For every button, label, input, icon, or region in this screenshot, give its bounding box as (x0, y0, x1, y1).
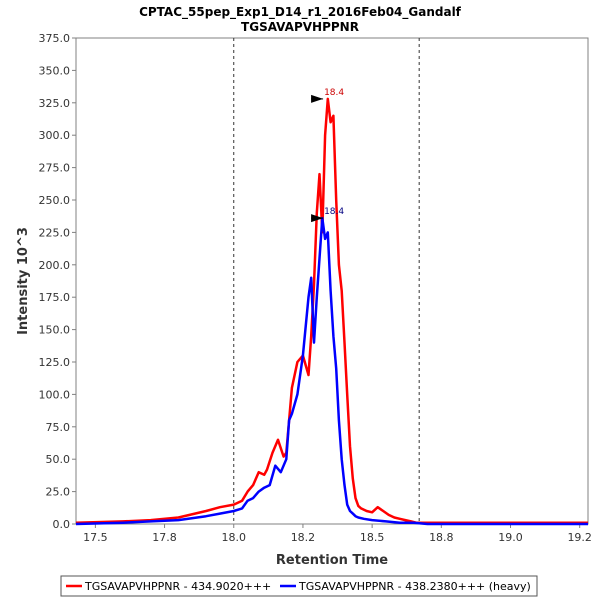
y-tick-label: 25.0 (46, 486, 71, 499)
series-group (75, 97, 588, 526)
y-axis: 0.0 25.0 50.0 75.0 100.0 125.0 150.0 175.0 200.0… (39, 32, 76, 531)
x-tick-label: 18.0 (222, 531, 247, 544)
y-tick-label: 175.0 (39, 291, 71, 304)
y-tick-label: 125.0 (39, 356, 71, 369)
peak-annotations: 18.4 18.4 (311, 88, 344, 223)
x-tick-label: 19.0 (498, 531, 523, 544)
plot-area (75, 37, 589, 525)
x-tick-label: 18.5 (360, 531, 385, 544)
y-tick-label: 50.0 (46, 453, 71, 466)
y-tick-label: 300.0 (39, 129, 71, 142)
x-tick-label: 18.8 (429, 531, 454, 544)
x-axis: 17.5 17.8 18.0 18.2 18.5 18.8 19.0 19.2 (83, 524, 592, 544)
integration-bounds (233, 38, 420, 524)
y-tick-label: 250.0 (39, 194, 71, 207)
peak-label: 18.4 (324, 207, 344, 217)
series-line-light (75, 97, 588, 524)
y-tick-label: 375.0 (39, 32, 71, 45)
chart-subtitle: TGSAVAPVHPPNR (241, 20, 359, 34)
x-tick-label: 18.2 (291, 531, 316, 544)
series-line-heavy (75, 216, 588, 526)
y-tick-label: 350.0 (39, 64, 71, 77)
y-tick-label: 200.0 (39, 259, 71, 272)
y-tick-label: 0.0 (53, 518, 71, 531)
y-tick-label: 150.0 (39, 324, 71, 337)
legend-box (60, 575, 538, 597)
x-tick-label: 17.5 (83, 531, 108, 544)
chart-title: CPTAC_55pep_Exp1_D14_r1_2016Feb04_Gandal… (139, 5, 462, 20)
legend-label-light: TGSAVAPVHPPNR - 434.9020+++ (84, 580, 271, 593)
y-tick-label: 75.0 (46, 421, 71, 434)
legend-label-heavy: TGSAVAPVHPPNR - 438.2380+++ (heavy) (298, 580, 531, 593)
x-tick-label: 17.8 (152, 531, 177, 544)
x-axis-label: Retention Time (276, 553, 388, 568)
y-tick-label: 225.0 (39, 226, 71, 239)
legend: TGSAVAPVHPPNR - 434.9020+++ TGSAVAPVHPPN… (60, 575, 538, 597)
x-tick-label: 19.2 (567, 531, 592, 544)
y-tick-label: 100.0 (39, 388, 71, 401)
y-tick-label: 325.0 (39, 97, 71, 110)
y-tick-label: 275.0 (39, 162, 71, 175)
y-axis-label: Intensity 10^3 (16, 227, 31, 335)
peak-label: 18.4 (324, 88, 344, 98)
